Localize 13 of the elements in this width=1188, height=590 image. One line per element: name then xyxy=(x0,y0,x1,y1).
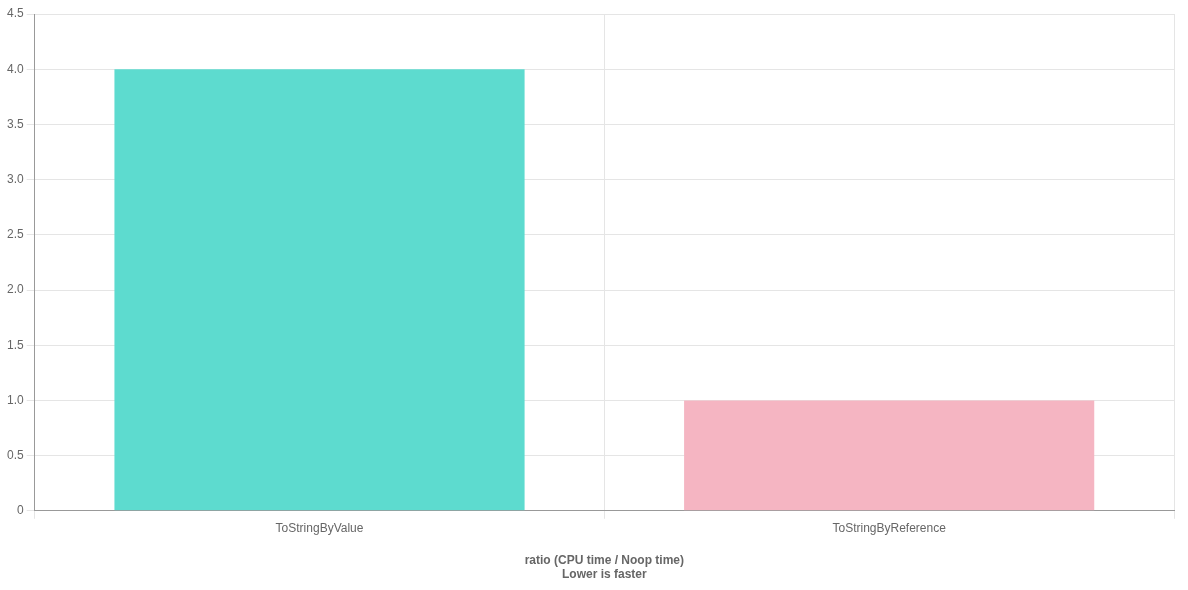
x-tick-label: ToStringByReference xyxy=(832,521,947,536)
y-tick-label: 0.5 xyxy=(6,447,24,462)
y-tick-label: 4.0 xyxy=(6,61,24,76)
y-tick-label: 3.5 xyxy=(6,116,24,131)
y-tick-label: 1.5 xyxy=(6,337,24,352)
y-tick-label: 1.0 xyxy=(6,392,24,407)
y-tick-label: 2.0 xyxy=(6,282,24,297)
y-tick-label: 0 xyxy=(16,503,24,518)
y-tick-label: 3.0 xyxy=(6,171,24,186)
x-axis-title: ratio (CPU time / Noop time) Lower is faster xyxy=(524,552,685,582)
x-tick-label: ToStringByValue xyxy=(275,521,364,536)
y-tick-label: 4.5 xyxy=(6,6,24,21)
y-tick-label: 2.5 xyxy=(6,227,24,242)
